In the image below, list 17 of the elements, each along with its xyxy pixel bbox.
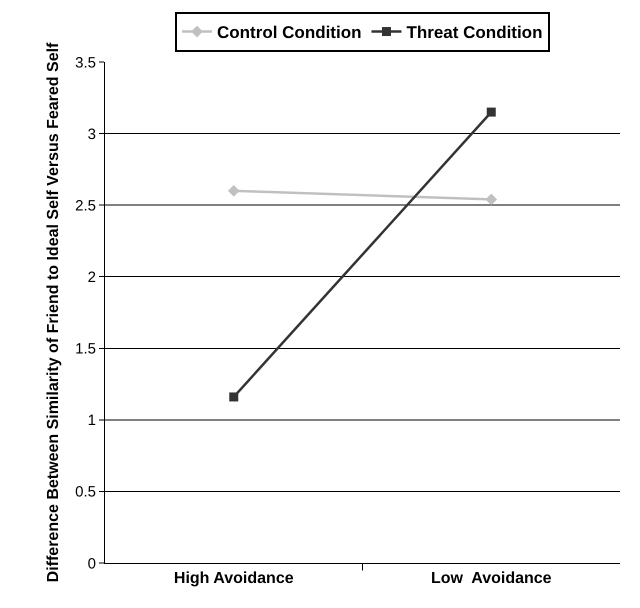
y-tick-label: 3.5 [75,54,96,72]
y-axis-title: Difference Between Similarity of Friend to Ideal Self Versus Feared Self [45,42,62,582]
point [486,108,496,117]
point [228,184,240,197]
x-tick-label: High Avoidance [174,570,294,588]
y-tick-label: 0 [88,555,96,572]
point [485,194,498,206]
y-tick-label: 1 [88,412,96,430]
y-tick-label: 3 [88,126,96,143]
y-tick-label: 2.5 [75,197,96,214]
y-tick-label: 1.5 [75,340,96,358]
y-tick-label: 0.5 [75,484,96,501]
point [229,392,238,402]
legend-label: Control Condition [217,23,362,42]
legend-label: Threat Condition [406,23,542,42]
y-tick-label: 2 [88,268,96,286]
x-tick-label: Low Avoidance [430,570,552,588]
